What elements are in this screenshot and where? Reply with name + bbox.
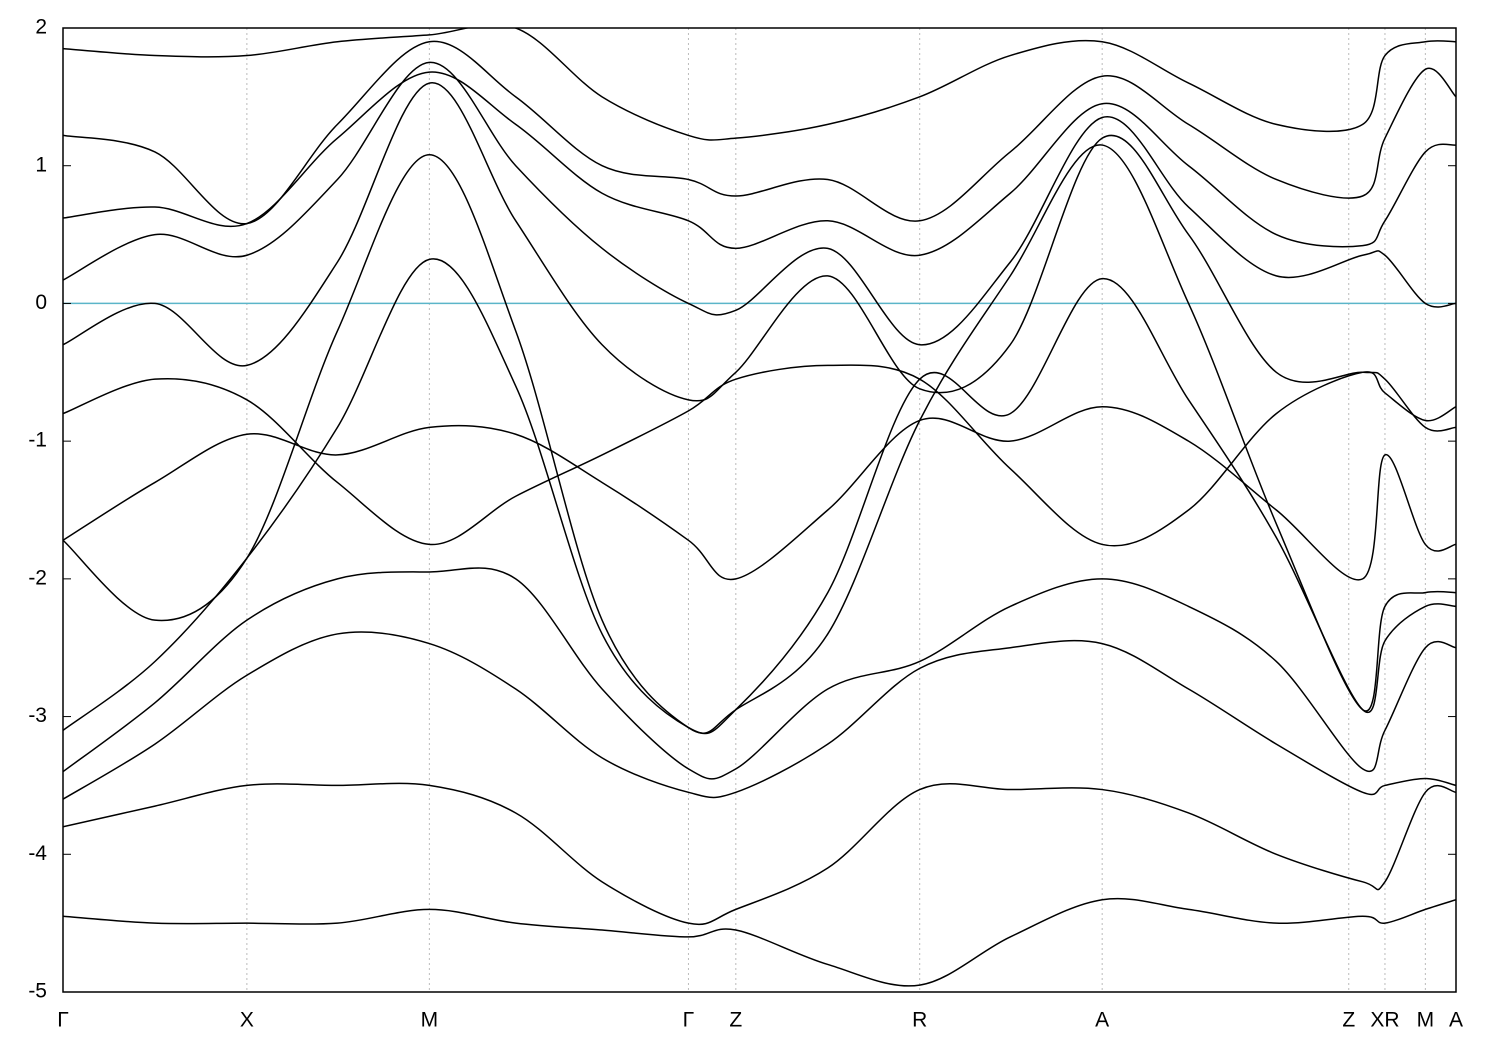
x-tick-label: M bbox=[1417, 1009, 1435, 1032]
x-tick-label: X bbox=[240, 1009, 254, 1032]
x-tick-label: XR bbox=[1370, 1009, 1399, 1032]
band-line bbox=[63, 61, 1456, 346]
band-line bbox=[63, 897, 1456, 987]
band-line bbox=[63, 71, 1456, 257]
bands bbox=[63, 28, 1456, 987]
y-tick-label: 2 bbox=[35, 16, 47, 39]
band-line bbox=[63, 28, 1456, 141]
y-tick-label: 0 bbox=[35, 291, 47, 314]
plot-frame bbox=[62, 27, 1457, 993]
x-tick-label: A bbox=[1449, 1009, 1463, 1032]
band-line bbox=[63, 782, 1456, 925]
y-tick-label: -1 bbox=[28, 429, 47, 452]
band-line bbox=[63, 364, 1456, 547]
x-tick-label: A bbox=[1095, 1009, 1109, 1032]
x-tick-label: R bbox=[912, 1009, 927, 1032]
x-tick-label: Z bbox=[729, 1009, 742, 1032]
band-line bbox=[63, 405, 1456, 581]
x-tick-label: M bbox=[421, 1009, 439, 1032]
x-tick-label: Γ bbox=[57, 1009, 69, 1032]
y-tick-label: -5 bbox=[28, 980, 47, 1003]
y-tick-label: -4 bbox=[28, 842, 47, 865]
x-tick-label: Γ bbox=[683, 1009, 695, 1032]
band-line bbox=[63, 40, 1456, 225]
x-tick-label: Z bbox=[1342, 1009, 1355, 1032]
grid bbox=[62, 28, 1457, 992]
y-tick-label: -3 bbox=[28, 704, 47, 727]
band-line bbox=[63, 258, 1456, 735]
band-line bbox=[63, 82, 1456, 432]
y-tick-label: 1 bbox=[35, 153, 47, 176]
y-tick-label: -2 bbox=[28, 566, 47, 589]
band-line bbox=[63, 144, 1456, 734]
band-line bbox=[63, 631, 1456, 800]
band-line bbox=[63, 567, 1456, 780]
